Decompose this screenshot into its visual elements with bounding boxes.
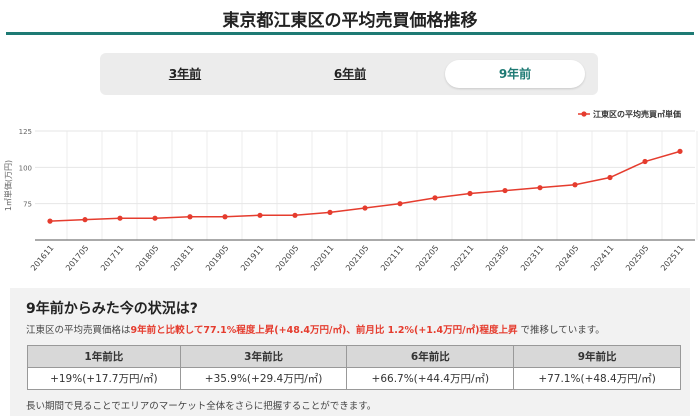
- desc-highlight: 9年前と比較して77.1%程度上昇(+48.4万円/㎡)、前月比 1.2%(+1…: [130, 325, 518, 336]
- x-tick-label: 202305: [484, 244, 511, 273]
- data-point: [467, 190, 473, 197]
- x-tick-label: 201811: [169, 244, 196, 273]
- y-tick-label: 75: [23, 201, 32, 209]
- header-1y: 1年前比: [27, 345, 181, 368]
- tab-6-years[interactable]: 6年前: [333, 67, 367, 81]
- data-point: [222, 214, 228, 220]
- data-point: [82, 217, 88, 223]
- summary-box: 9年前からみた今の状況は? 江東区の平均売買価格は9年前と比較して77.1%程度…: [10, 288, 690, 416]
- legend-marker: [581, 111, 587, 117]
- comparison-table: 1年前比 3年前比 6年前比 9年前比 +19%(+17.7万円/㎡) +35.9%(+…: [27, 345, 681, 390]
- x-tick-label: 202411: [589, 244, 616, 273]
- summary-heading: 9年前からみた今の状況は?: [26, 301, 198, 317]
- x-tick-label: 202311: [519, 244, 546, 273]
- data-point: [47, 218, 53, 224]
- summary-note: 長い期間で見ることでエリアのマーケット全体をさらに把握することができます。: [26, 401, 377, 412]
- tab-3-years[interactable]: 3年前: [168, 67, 202, 81]
- page-title: 東京都江東区の平均売買価格推移: [222, 11, 478, 31]
- data-point: [502, 187, 508, 194]
- x-tick-label: 202211: [449, 244, 476, 273]
- data-point: [677, 148, 683, 154]
- title-divider: [6, 32, 694, 35]
- data-point: [187, 214, 193, 220]
- x-tick-label: 201805: [134, 244, 161, 273]
- data-point: [362, 205, 368, 211]
- legend-label: 江東区の平均売買㎡単価: [593, 109, 681, 119]
- data-point: [572, 182, 578, 188]
- period-tabs: 3年前 6年前 9年前: [100, 53, 598, 95]
- x-tick-label: 202511: [659, 244, 686, 273]
- x-tick-label: 201611: [29, 244, 56, 273]
- desc-prefix: 江東区の平均売買価格は: [26, 325, 131, 336]
- data-point: [152, 215, 158, 221]
- value-1y: +19%(+17.7万円/㎡): [27, 367, 181, 390]
- data-point: [607, 174, 613, 181]
- x-tick-label: 201705: [64, 244, 91, 273]
- header-6y: 6年前比: [346, 345, 515, 368]
- x-tick-label: 202205: [414, 244, 441, 273]
- x-tick-label: 202111: [379, 244, 406, 273]
- x-tick-label: 201905: [204, 244, 231, 273]
- y-tick-label: 125: [19, 128, 32, 136]
- data-point: [257, 212, 263, 218]
- value-3y: +35.9%(+29.4万円/㎡): [179, 367, 348, 390]
- x-tick-label: 202505: [624, 244, 651, 273]
- x-tick-label: 202105: [344, 244, 371, 273]
- desc-suffix: で推移しています。: [517, 325, 605, 336]
- value-6y: +66.7%(+44.4万円/㎡): [346, 367, 515, 390]
- header-3y: 3年前比: [179, 345, 348, 368]
- data-point: [537, 185, 543, 191]
- price-chart: 75 100 125 1㎡単価(万円) 201611 201705 201711 201805…: [3, 109, 698, 273]
- summary-description: 江東区の平均売買価格は9年前と比較して77.1%程度上昇(+48.4万円/㎡)、…: [26, 322, 605, 336]
- y-tick-label: 100: [19, 164, 32, 172]
- data-point: [327, 209, 333, 215]
- x-tick-label: 202011: [309, 244, 336, 273]
- data-point: [292, 212, 298, 218]
- data-point: [432, 195, 438, 201]
- value-9y: +77.1%(+48.4万円/㎡): [513, 367, 681, 390]
- data-point: [642, 158, 648, 165]
- x-tick-label: 202005: [274, 244, 301, 273]
- tab-9-years[interactable]: 9年前: [445, 60, 585, 88]
- series-line: [49, 150, 681, 222]
- header-9y: 9年前比: [513, 345, 681, 368]
- x-tick-label: 201911: [239, 244, 266, 273]
- x-tick-label: 202405: [554, 244, 581, 273]
- data-point: [117, 215, 123, 221]
- y-axis-label: 1㎡単価(万円): [3, 160, 13, 211]
- x-tick-label: 201711: [99, 244, 126, 273]
- data-point: [397, 201, 403, 207]
